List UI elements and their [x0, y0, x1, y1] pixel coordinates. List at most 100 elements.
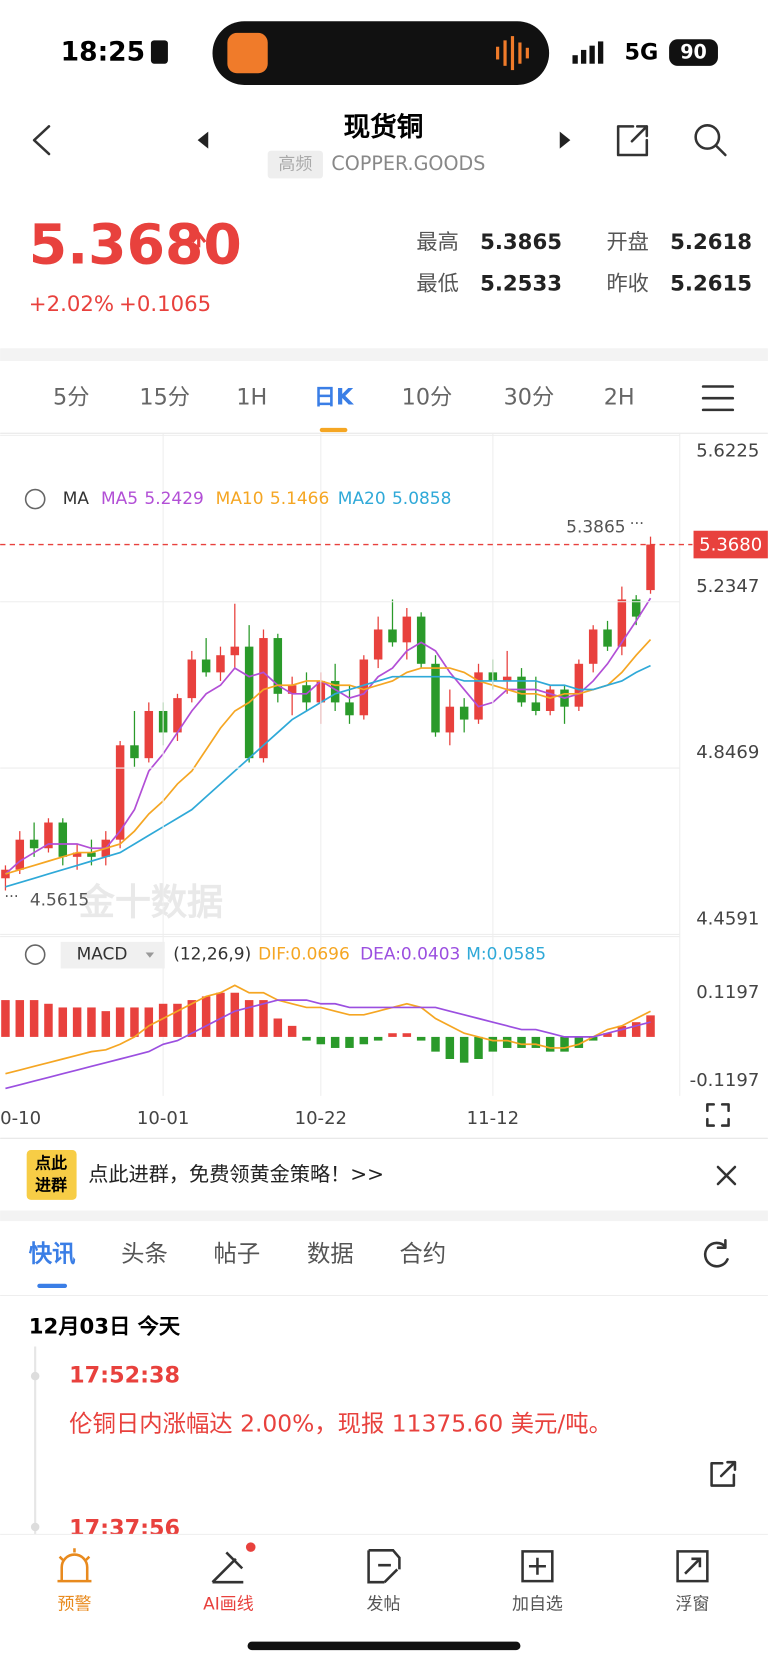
- macd-bar: [158, 1003, 168, 1037]
- macd-bar: [502, 1036, 512, 1048]
- period-tab[interactable]: 15分: [139, 385, 190, 411]
- legend-name: MA20: [338, 489, 386, 509]
- island-app: [227, 32, 268, 74]
- legend-entry: MA5 5.2429: [101, 489, 204, 509]
- macd-bar: [201, 996, 211, 1037]
- legend-entry: MA20 5.0858: [338, 489, 452, 509]
- close-banner[interactable]: [716, 1165, 737, 1186]
- period-tab[interactable]: 5分: [53, 385, 89, 411]
- menu-button[interactable]: [701, 385, 735, 412]
- share-button[interactable]: [616, 125, 649, 157]
- macd-bar: [273, 1018, 283, 1037]
- nav-label[interactable]: 加自选: [512, 1594, 563, 1614]
- macd-bar: [646, 1015, 655, 1037]
- period-tab[interactable]: 日K: [314, 385, 354, 411]
- title: 现货铜: [344, 112, 424, 143]
- candle-body: [287, 685, 297, 694]
- candle-body: [216, 655, 225, 673]
- watermark: 金十数据: [78, 881, 223, 924]
- stat-label: 最低: [416, 272, 458, 297]
- refresh-button[interactable]: [703, 1238, 729, 1268]
- legend-name: MA5: [101, 489, 138, 509]
- news-tab[interactable]: 数据: [307, 1240, 354, 1268]
- period-tab[interactable]: 10分: [402, 385, 453, 411]
- nav-label[interactable]: 浮窗: [676, 1594, 710, 1614]
- macd-icon[interactable]: [24, 944, 46, 965]
- candle-body: [173, 698, 182, 733]
- macd-bar: [230, 992, 240, 1037]
- macd-select[interactable]: [60, 941, 165, 969]
- y-tick-label: 4.8469: [696, 742, 759, 763]
- news-tab[interactable]: 合约: [399, 1240, 446, 1268]
- macd-line: [5, 999, 651, 1090]
- macd-bar: [359, 1036, 369, 1045]
- candle-body: [402, 616, 412, 643]
- news-tab[interactable]: 快讯: [29, 1240, 76, 1268]
- ma-icon[interactable]: [24, 488, 46, 510]
- low-dots: ···: [4, 887, 18, 905]
- period-tab[interactable]: 30分: [504, 385, 555, 411]
- macd-bar: [474, 1036, 483, 1059]
- macd-bar: [517, 1036, 526, 1048]
- macd-params: (12,26,9): [173, 945, 251, 965]
- y-tick-label: 0.1197: [696, 982, 759, 1003]
- candle-body: [531, 702, 541, 711]
- search-button[interactable]: [694, 124, 721, 150]
- news-tab[interactable]: 帖子: [214, 1240, 261, 1268]
- nav-label[interactable]: AI画线: [203, 1594, 254, 1614]
- stat-value: 5.2615: [670, 272, 752, 297]
- macd-bar: [87, 1007, 96, 1037]
- nav-icon: [211, 1551, 244, 1584]
- candle-body: [603, 629, 612, 647]
- stat-label: 开盘: [606, 230, 648, 255]
- x-tick-label: 10-22: [295, 1108, 347, 1129]
- macd-bar: [402, 1033, 412, 1037]
- dropdown: [145, 952, 155, 958]
- macd-bar: [287, 1025, 297, 1037]
- signal: [572, 41, 604, 64]
- candle-body: [201, 659, 211, 673]
- candle-body: [388, 629, 397, 643]
- macd-bar: [187, 1000, 197, 1037]
- legend-name: M:: [466, 945, 486, 965]
- tab-underline: [319, 427, 348, 433]
- news-date: 12月03日 今天: [29, 1313, 181, 1339]
- badge-line: 点此: [35, 1153, 67, 1172]
- candle-body: [445, 706, 455, 733]
- candle-body: [617, 599, 627, 647]
- ma-label: MA: [63, 489, 90, 509]
- banner-text[interactable]: 点此进群，免费领黄金策略！>>: [88, 1162, 384, 1186]
- macd-bar: [445, 1036, 455, 1059]
- candle-body: [330, 680, 340, 703]
- y-tick-label: -0.1197: [690, 1070, 760, 1091]
- news-text[interactable]: 伦铜日内涨幅达 2.00%，现报 11375.60 美元/吨。: [69, 1410, 612, 1438]
- candle-body: [58, 822, 68, 857]
- candle-body: [545, 689, 555, 711]
- back-button[interactable]: [32, 125, 51, 156]
- macd-bar: [130, 1007, 139, 1037]
- nav-label[interactable]: 预警: [57, 1594, 91, 1614]
- legend-value: 0.0696: [290, 945, 349, 965]
- banner-badge: [26, 1149, 77, 1200]
- macd-bar: [316, 1036, 326, 1045]
- next-button[interactable]: [559, 131, 571, 149]
- news-share[interactable]: [710, 1460, 737, 1487]
- news-time: 17:52:38: [69, 1363, 180, 1389]
- status-icon: [150, 40, 168, 64]
- news-tab[interactable]: 头条: [121, 1240, 168, 1268]
- stat-label: 最高: [416, 230, 458, 255]
- period-tab[interactable]: 2H: [604, 385, 635, 411]
- y-tick-label: 5.6225: [696, 440, 759, 461]
- candle-body: [459, 706, 469, 720]
- tab-underline: [37, 1283, 68, 1289]
- fullscreen-button[interactable]: [706, 1103, 730, 1127]
- candle-body: [130, 745, 139, 759]
- legend-entry: DIF:0.0696: [258, 945, 350, 965]
- nav-label[interactable]: 发帖: [367, 1594, 401, 1614]
- prev-button[interactable]: [197, 131, 209, 149]
- period-tab[interactable]: 1H: [236, 385, 267, 411]
- network: 5G: [625, 40, 659, 66]
- macd-bar: [44, 1003, 53, 1037]
- x-tick-label: 11-12: [467, 1108, 519, 1129]
